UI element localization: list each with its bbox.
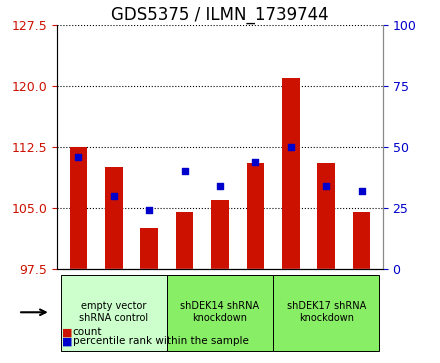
Bar xyxy=(317,163,335,269)
FancyBboxPatch shape xyxy=(61,275,167,351)
Point xyxy=(110,193,117,199)
Bar xyxy=(246,163,264,269)
Bar xyxy=(353,212,370,269)
FancyBboxPatch shape xyxy=(273,275,379,351)
Text: ■: ■ xyxy=(62,336,72,346)
Point xyxy=(252,159,259,164)
Bar xyxy=(176,212,194,269)
Bar xyxy=(202,25,238,269)
Point xyxy=(216,183,224,189)
Text: ■: ■ xyxy=(62,327,72,337)
FancyBboxPatch shape xyxy=(167,275,273,351)
Bar xyxy=(132,25,167,269)
Bar xyxy=(96,25,132,269)
Point xyxy=(323,183,330,189)
Point xyxy=(75,154,82,160)
Text: percentile rank within the sample: percentile rank within the sample xyxy=(73,336,249,346)
Bar xyxy=(273,25,308,269)
Bar xyxy=(308,25,344,269)
Text: shDEK17 shRNA
knockdown: shDEK17 shRNA knockdown xyxy=(286,302,366,323)
Bar xyxy=(282,78,300,269)
Bar xyxy=(211,200,229,269)
Bar xyxy=(61,25,96,269)
Bar xyxy=(167,25,202,269)
Text: empty vector
shRNA control: empty vector shRNA control xyxy=(79,302,148,323)
Bar xyxy=(70,147,87,269)
Point xyxy=(146,208,153,213)
Bar xyxy=(344,25,379,269)
Title: GDS5375 / ILMN_1739744: GDS5375 / ILMN_1739744 xyxy=(111,6,329,24)
Point xyxy=(287,144,294,150)
Bar xyxy=(140,228,158,269)
Bar xyxy=(238,25,273,269)
Point xyxy=(358,188,365,194)
Text: shDEK14 shRNA
knockdown: shDEK14 shRNA knockdown xyxy=(180,302,260,323)
Bar xyxy=(105,167,123,269)
Point xyxy=(181,168,188,174)
Text: count: count xyxy=(73,327,102,337)
